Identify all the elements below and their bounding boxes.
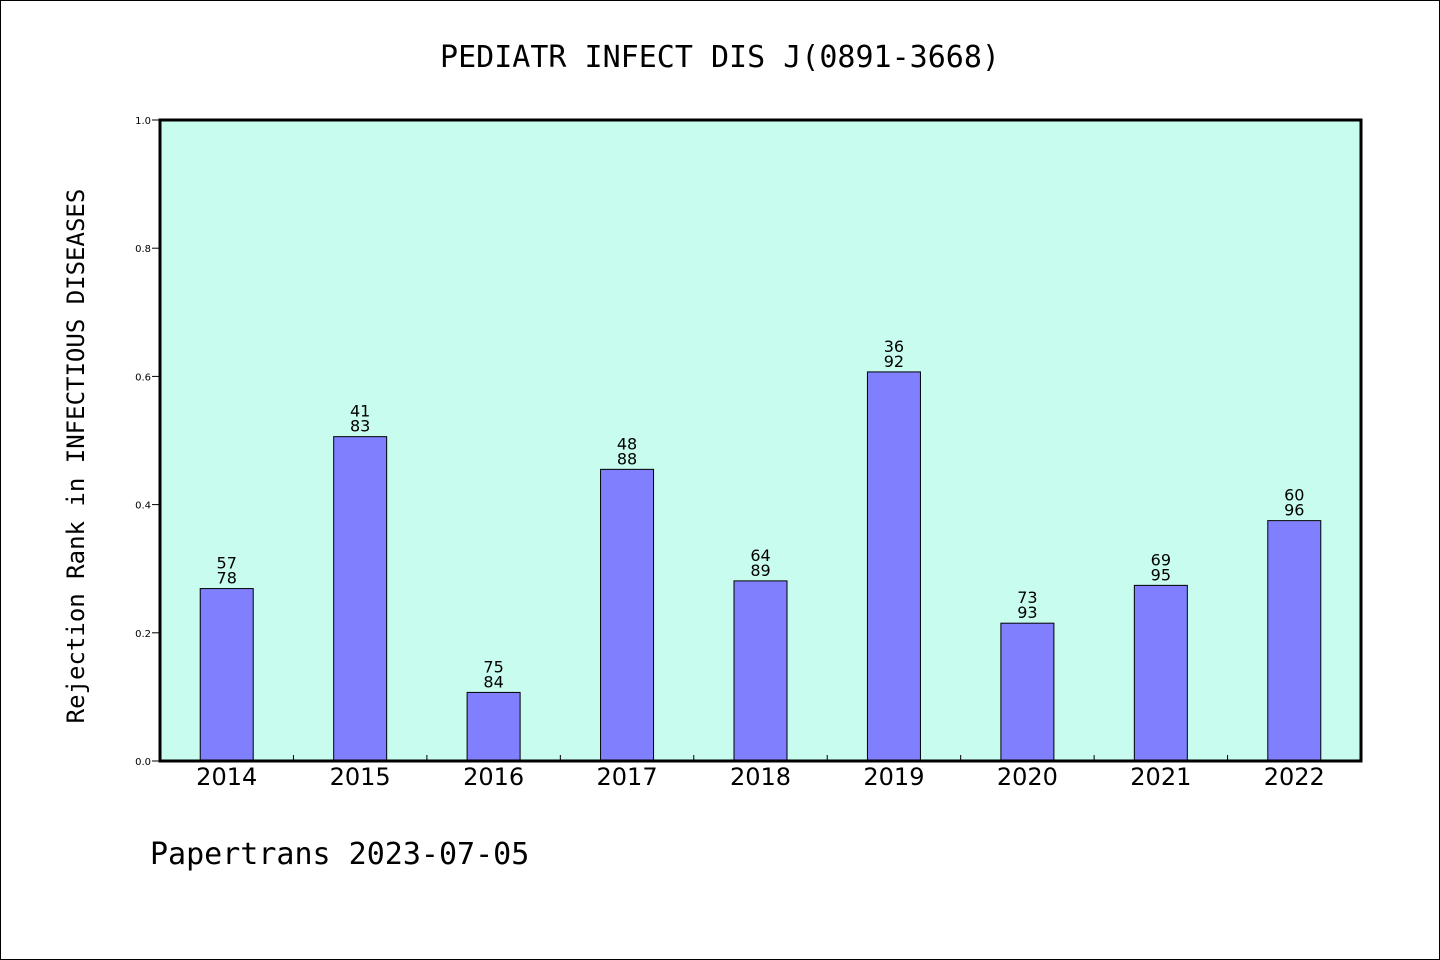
x-tick-label: 2021: [1130, 763, 1191, 791]
x-tick-label: 2017: [597, 763, 658, 791]
x-tick-label: 2020: [997, 763, 1058, 791]
x-tick-label: 2019: [863, 763, 924, 791]
bar-2017: [600, 468, 655, 762]
bar-2015: [333, 436, 388, 762]
x-tick-label: 2018: [730, 763, 791, 791]
bar-2014: [199, 588, 254, 762]
x-tick-label: 2022: [1264, 763, 1325, 791]
chart-title: PEDIATR INFECT DIS J(0891-3668): [440, 40, 1000, 75]
y-tick-label: 0.2: [135, 629, 151, 640]
y-axis-label: Rejection Rank in INFECTIOUS DISEASES: [62, 189, 90, 724]
bar-rank-label: 60: [1284, 486, 1304, 505]
bar-rank-label: 57: [217, 554, 237, 573]
y-tick-label: 0.6: [135, 372, 151, 383]
footer-text: Papertrans 2023-07-05: [150, 837, 529, 872]
bar-total-label: 78: [217, 569, 237, 588]
bar-total-label: 83: [350, 417, 370, 436]
x-tick-label: 2016: [463, 763, 524, 791]
bar-rank-label: 41: [350, 402, 370, 421]
plot-border: [158, 118, 1363, 763]
bar-total-label: 88: [617, 449, 637, 468]
bar-2022: [1267, 520, 1322, 762]
bar-2020: [1000, 622, 1055, 762]
bar-rank-label: 48: [617, 434, 637, 453]
bar-2016: [466, 691, 521, 762]
bar-total-label: 89: [750, 561, 770, 580]
bar-rank-label: 73: [1017, 588, 1037, 607]
bar-total-label: 84: [483, 672, 503, 691]
bar-rank-label: 64: [750, 546, 770, 565]
x-tick-label: 2015: [330, 763, 391, 791]
bar-rank-label: 69: [1151, 550, 1171, 569]
bar-total-label: 92: [884, 352, 904, 371]
bars: [199, 371, 1322, 762]
bar-total-label: 96: [1284, 501, 1304, 520]
bar-rank-label: 36: [884, 337, 904, 356]
y-tick-label: 0.0: [135, 757, 151, 768]
bar-2018: [733, 580, 788, 762]
bar-2021: [1133, 584, 1188, 762]
y-tick-label: 0.4: [135, 501, 151, 512]
y-tick-label: 1.0: [135, 116, 151, 127]
bar-total-label: 95: [1151, 565, 1171, 584]
bar-rank-label: 75: [483, 657, 503, 676]
x-axis: 2014 2015 2016 2017 2018 2019 2020 2021 2022: [196, 755, 1325, 791]
y-tick-label: 0.8: [135, 244, 151, 255]
bar-total-label: 93: [1017, 603, 1037, 622]
bar-2019: [866, 371, 921, 762]
x-tick-label: 2014: [196, 763, 257, 791]
y-axis: 0.0 0.2 0.4 0.6 0.8 1.0: [135, 116, 160, 768]
